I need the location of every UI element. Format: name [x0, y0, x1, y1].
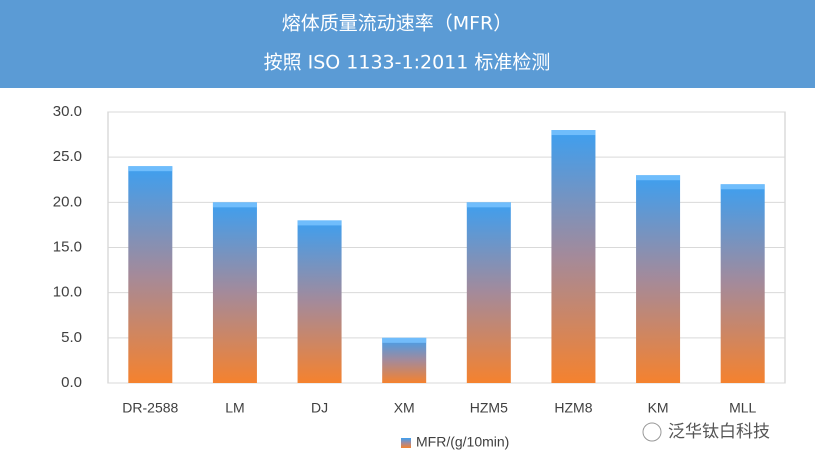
x-tick-label: MLL: [729, 400, 756, 416]
bar-bevel: [297, 220, 342, 226]
y-tick-label: 10.0: [53, 284, 82, 301]
x-tick-label: KM: [648, 400, 669, 416]
bar: [128, 166, 173, 383]
bar-bevel: [466, 202, 511, 208]
chart-title: 熔体质量流动速率（MFR）: [282, 13, 513, 35]
bar-bevel: [636, 175, 681, 181]
x-tick-label: HZM8: [554, 400, 592, 416]
bar-bevel: [128, 166, 173, 172]
bar: [720, 184, 765, 383]
x-tick-label: DR-2588: [122, 400, 178, 416]
y-tick-label: 5.0: [61, 329, 82, 346]
y-tick-label: 0.0: [61, 374, 82, 391]
x-tick-label: XM: [394, 400, 415, 416]
bar: [466, 202, 511, 383]
header-band: [0, 0, 815, 88]
chart-subtitle: 按照 ISO 1133-1:2011 标准检测: [264, 52, 551, 74]
x-tick-label: LM: [225, 400, 244, 416]
x-tick-label: DJ: [311, 400, 328, 416]
bar-bevel: [720, 184, 765, 190]
y-tick-label: 20.0: [53, 193, 82, 210]
y-tick-label: 30.0: [53, 103, 82, 120]
watermark: 泛华钛白科技: [668, 422, 770, 442]
bar: [636, 175, 681, 383]
x-tick-label: HZM5: [470, 400, 508, 416]
y-tick-label: 25.0: [53, 148, 82, 165]
bar-bevel: [551, 130, 596, 136]
bar: [212, 202, 257, 383]
bar: [382, 337, 427, 383]
y-tick-label: 15.0: [53, 238, 82, 255]
bar-bevel: [382, 337, 427, 343]
bar: [551, 130, 596, 383]
bar-bevel: [212, 202, 257, 208]
bar: [297, 220, 342, 383]
legend-label: MFR/(g/10min): [416, 434, 509, 450]
watermark-icon: [642, 422, 662, 442]
legend-swatch: [401, 438, 411, 448]
